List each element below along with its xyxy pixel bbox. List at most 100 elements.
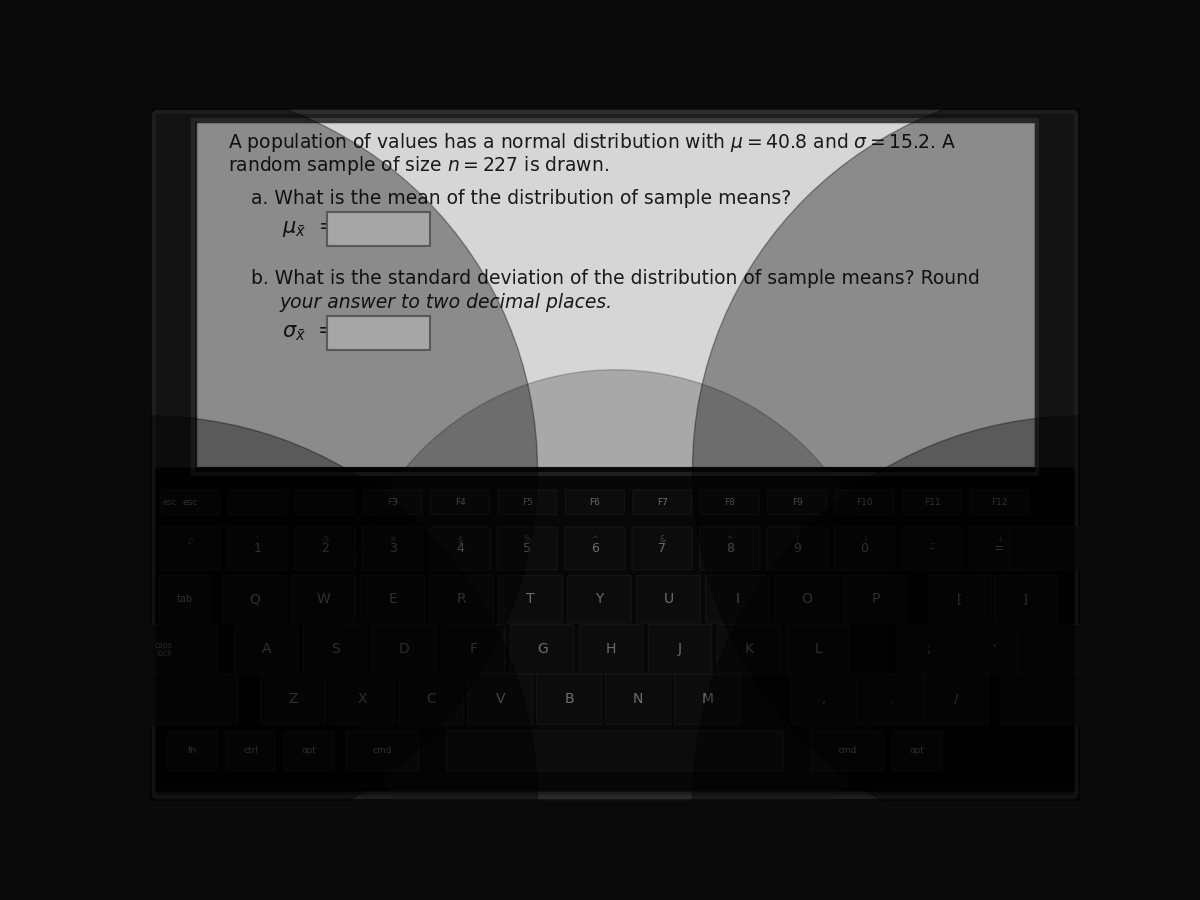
FancyBboxPatch shape [637,576,701,624]
FancyBboxPatch shape [995,576,1058,624]
FancyBboxPatch shape [160,575,211,623]
FancyBboxPatch shape [902,527,962,571]
Text: =: = [994,542,1004,555]
FancyBboxPatch shape [536,674,602,725]
Text: A population of values has a normal distribution with $\mu = 40.8$ and $\sigma =: A population of values has a normal dist… [228,131,955,154]
Circle shape [692,416,1200,900]
Text: 1: 1 [253,542,262,555]
FancyBboxPatch shape [1018,625,1093,674]
Text: G: G [536,643,547,656]
Text: esc: esc [162,498,176,507]
Text: 0: 0 [860,542,869,555]
Text: .: . [888,693,892,706]
FancyBboxPatch shape [606,674,671,725]
Text: F: F [469,643,478,656]
Text: F4: F4 [455,498,466,507]
Text: (: ( [796,536,799,544]
Text: cmd: cmd [838,746,857,755]
Text: H: H [606,643,617,656]
Text: 6: 6 [590,542,599,555]
Text: F12: F12 [991,498,1008,507]
FancyBboxPatch shape [811,731,884,771]
Text: F10: F10 [857,498,872,507]
FancyBboxPatch shape [538,675,602,725]
FancyBboxPatch shape [430,526,491,570]
FancyBboxPatch shape [844,575,907,623]
Text: -: - [930,542,935,555]
FancyBboxPatch shape [442,625,505,674]
Text: J: J [678,643,682,656]
Text: lock: lock [156,649,172,658]
FancyBboxPatch shape [786,625,850,674]
FancyBboxPatch shape [845,576,908,624]
FancyBboxPatch shape [362,526,422,570]
Circle shape [0,85,538,855]
FancyBboxPatch shape [149,675,239,725]
FancyBboxPatch shape [929,576,992,624]
Text: B: B [564,692,574,706]
FancyBboxPatch shape [293,576,356,624]
FancyBboxPatch shape [835,527,895,571]
FancyBboxPatch shape [964,626,1027,675]
Text: X: X [358,692,367,706]
Circle shape [0,416,538,900]
Text: ': ' [994,643,996,656]
Text: fn: fn [188,746,197,755]
FancyBboxPatch shape [328,316,430,350]
FancyBboxPatch shape [295,527,356,571]
FancyBboxPatch shape [498,527,558,571]
FancyBboxPatch shape [330,674,395,725]
FancyBboxPatch shape [262,675,326,725]
FancyBboxPatch shape [994,575,1057,623]
FancyBboxPatch shape [580,625,643,674]
Text: 4: 4 [456,542,464,555]
FancyBboxPatch shape [1001,675,1091,725]
FancyBboxPatch shape [970,490,1028,515]
FancyBboxPatch shape [160,526,221,570]
Text: [: [ [958,593,962,606]
Text: ~: ~ [187,536,193,544]
FancyBboxPatch shape [228,527,289,571]
FancyBboxPatch shape [718,625,781,674]
FancyBboxPatch shape [792,675,858,725]
Text: E: E [389,592,397,607]
Text: opt: opt [910,746,925,755]
Text: F5: F5 [522,498,533,507]
Text: tab: tab [176,594,193,604]
FancyBboxPatch shape [364,490,422,515]
FancyBboxPatch shape [836,491,895,516]
Text: $: $ [457,536,462,544]
Text: random sample of size $n = 227$ is drawn.: random sample of size $n = 227$ is drawn… [228,154,608,177]
FancyBboxPatch shape [1010,526,1088,570]
FancyBboxPatch shape [161,527,221,571]
FancyBboxPatch shape [1000,674,1090,725]
FancyBboxPatch shape [898,625,961,674]
Text: 2: 2 [322,542,329,555]
FancyBboxPatch shape [928,575,991,623]
FancyBboxPatch shape [565,527,626,571]
Text: F11: F11 [924,498,941,507]
Text: ctrl: ctrl [244,746,258,755]
FancyBboxPatch shape [648,625,712,674]
FancyBboxPatch shape [637,575,701,623]
FancyBboxPatch shape [775,576,839,624]
Text: F7: F7 [656,498,667,507]
FancyBboxPatch shape [768,527,828,571]
Text: T: T [527,592,535,607]
Text: +: + [996,536,1003,544]
Text: L: L [814,643,822,656]
FancyBboxPatch shape [223,576,287,624]
Text: !: ! [256,536,259,544]
FancyBboxPatch shape [812,732,884,771]
FancyBboxPatch shape [223,575,287,623]
FancyBboxPatch shape [156,468,1074,792]
Text: D: D [398,643,409,656]
FancyBboxPatch shape [346,731,419,771]
FancyBboxPatch shape [924,674,989,725]
Text: O: O [800,592,812,607]
Text: M: M [701,692,713,706]
FancyBboxPatch shape [901,526,962,570]
FancyBboxPatch shape [260,674,326,725]
Text: &: & [659,536,665,544]
FancyBboxPatch shape [634,491,692,516]
